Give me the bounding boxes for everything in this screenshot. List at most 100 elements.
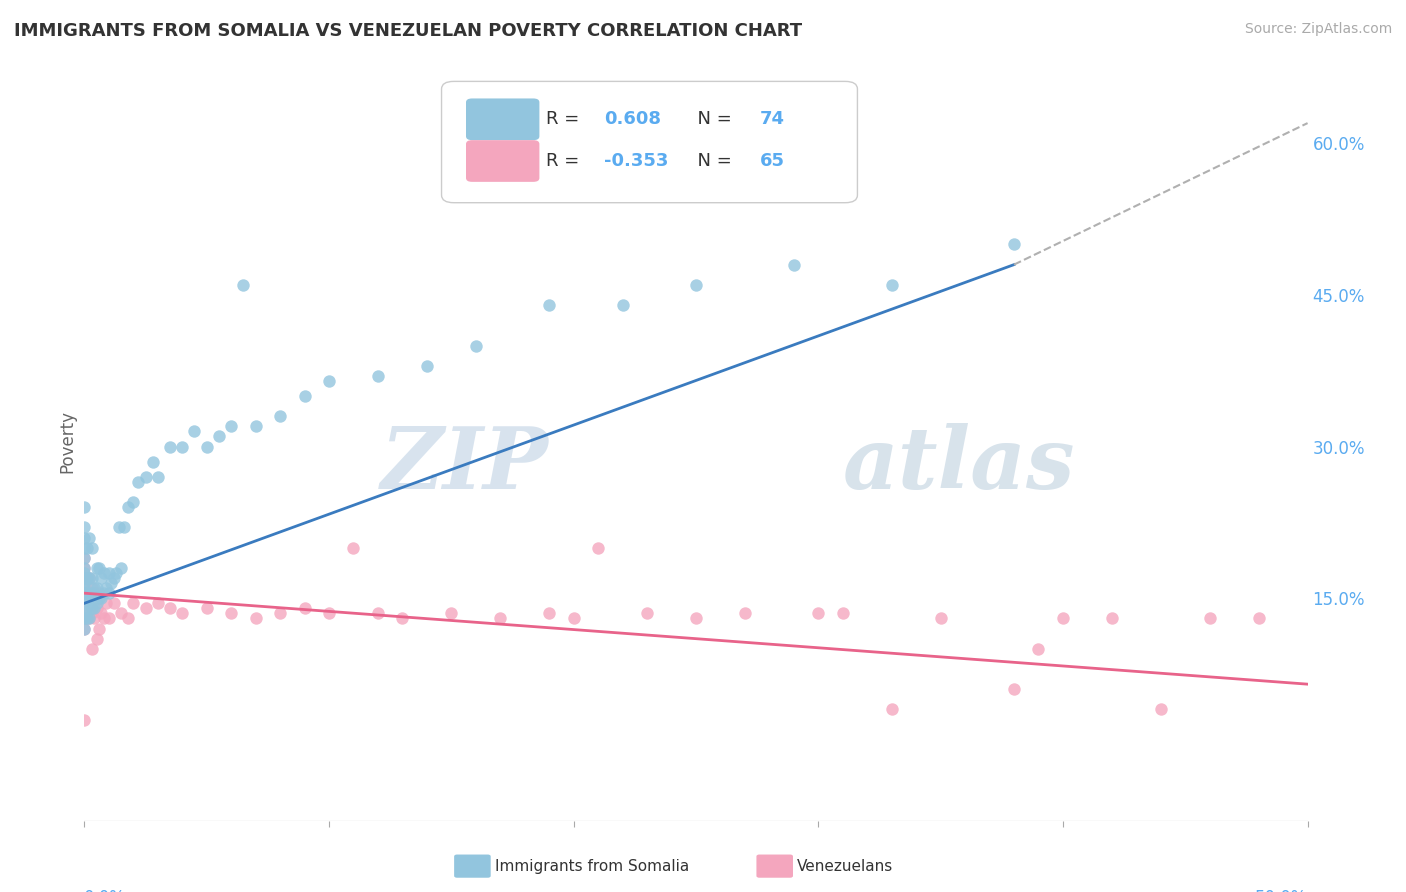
Point (73, 531, 96, 545)
Point (73, 566, 96, 580)
Point (83, 601, 105, 615)
Point (146, 596, 169, 610)
Point (142, 455, 165, 469)
Point (87, 591, 110, 606)
Text: R =: R = (546, 152, 585, 170)
Point (135, 601, 157, 615)
Point (77, 571, 100, 585)
Point (183, 425, 205, 439)
Point (80, 581, 103, 595)
Point (77, 611, 100, 625)
Point (100, 576, 122, 591)
Point (1002, 682, 1025, 697)
Point (86, 581, 108, 595)
Point (1101, 611, 1123, 625)
Point (93, 586, 115, 600)
Point (612, 298, 634, 312)
Point (83, 611, 105, 625)
Point (73, 611, 96, 625)
Point (73, 561, 96, 575)
Point (294, 389, 316, 403)
Point (783, 258, 806, 272)
Point (636, 607, 658, 621)
Point (269, 607, 291, 621)
Text: 50.0%: 50.0% (1256, 888, 1308, 892)
Point (318, 607, 340, 621)
Point (86, 561, 108, 575)
Point (367, 368, 389, 383)
Point (73, 571, 96, 585)
Point (73, 586, 96, 600)
Text: IMMIGRANTS FROM SOMALIA VS VENEZUELAN POVERTY CORRELATION CHART: IMMIGRANTS FROM SOMALIA VS VENEZUELAN PO… (14, 22, 803, 40)
Text: Venezuelans: Venezuelans (797, 859, 893, 873)
Point (538, 607, 561, 621)
Point (318, 374, 340, 388)
Text: 0.608: 0.608 (605, 111, 661, 128)
Point (87, 622, 110, 636)
Point (807, 607, 830, 621)
Point (76, 601, 98, 615)
Point (80, 571, 103, 585)
Point (367, 607, 389, 621)
Point (77, 571, 100, 585)
Point (586, 541, 609, 555)
Point (90, 591, 112, 606)
Point (76, 541, 98, 555)
Point (105, 566, 128, 580)
Point (93, 611, 115, 625)
Point (195, 601, 218, 615)
Point (734, 607, 756, 621)
Point (562, 611, 585, 625)
Point (76, 571, 98, 585)
Point (416, 359, 439, 373)
Point (80, 641, 103, 656)
Point (110, 607, 132, 621)
Point (73, 500, 96, 515)
Point (86, 601, 108, 615)
Point (73, 601, 96, 615)
Point (146, 470, 169, 484)
Point (1052, 611, 1074, 625)
Point (73, 622, 96, 636)
Point (73, 520, 96, 534)
Point (195, 440, 218, 454)
Point (90, 607, 112, 621)
Point (685, 277, 707, 292)
Point (76, 571, 98, 585)
Point (73, 622, 96, 636)
Point (342, 541, 364, 555)
Point (122, 495, 145, 509)
Point (80, 601, 103, 615)
Point (73, 541, 96, 555)
Point (80, 541, 103, 555)
Point (159, 601, 181, 615)
Point (245, 419, 267, 434)
Point (73, 713, 96, 727)
Point (440, 607, 463, 621)
Point (96, 596, 118, 610)
Point (112, 520, 135, 534)
FancyBboxPatch shape (441, 81, 858, 202)
Point (97, 586, 120, 600)
Point (208, 429, 231, 443)
Point (73, 576, 96, 591)
Point (464, 338, 486, 352)
Point (97, 566, 120, 580)
Point (117, 611, 139, 625)
Point (127, 475, 149, 489)
Point (83, 586, 105, 600)
Y-axis label: Poverty: Poverty (58, 410, 76, 473)
FancyBboxPatch shape (465, 98, 540, 140)
Point (86, 596, 108, 610)
Point (80, 586, 103, 600)
Point (117, 500, 139, 515)
Point (880, 277, 903, 292)
Point (159, 440, 181, 454)
Point (77, 611, 100, 625)
Point (76, 586, 98, 600)
Point (73, 561, 96, 575)
Point (294, 601, 316, 615)
Point (73, 550, 96, 565)
Point (831, 607, 853, 621)
Point (538, 298, 561, 312)
